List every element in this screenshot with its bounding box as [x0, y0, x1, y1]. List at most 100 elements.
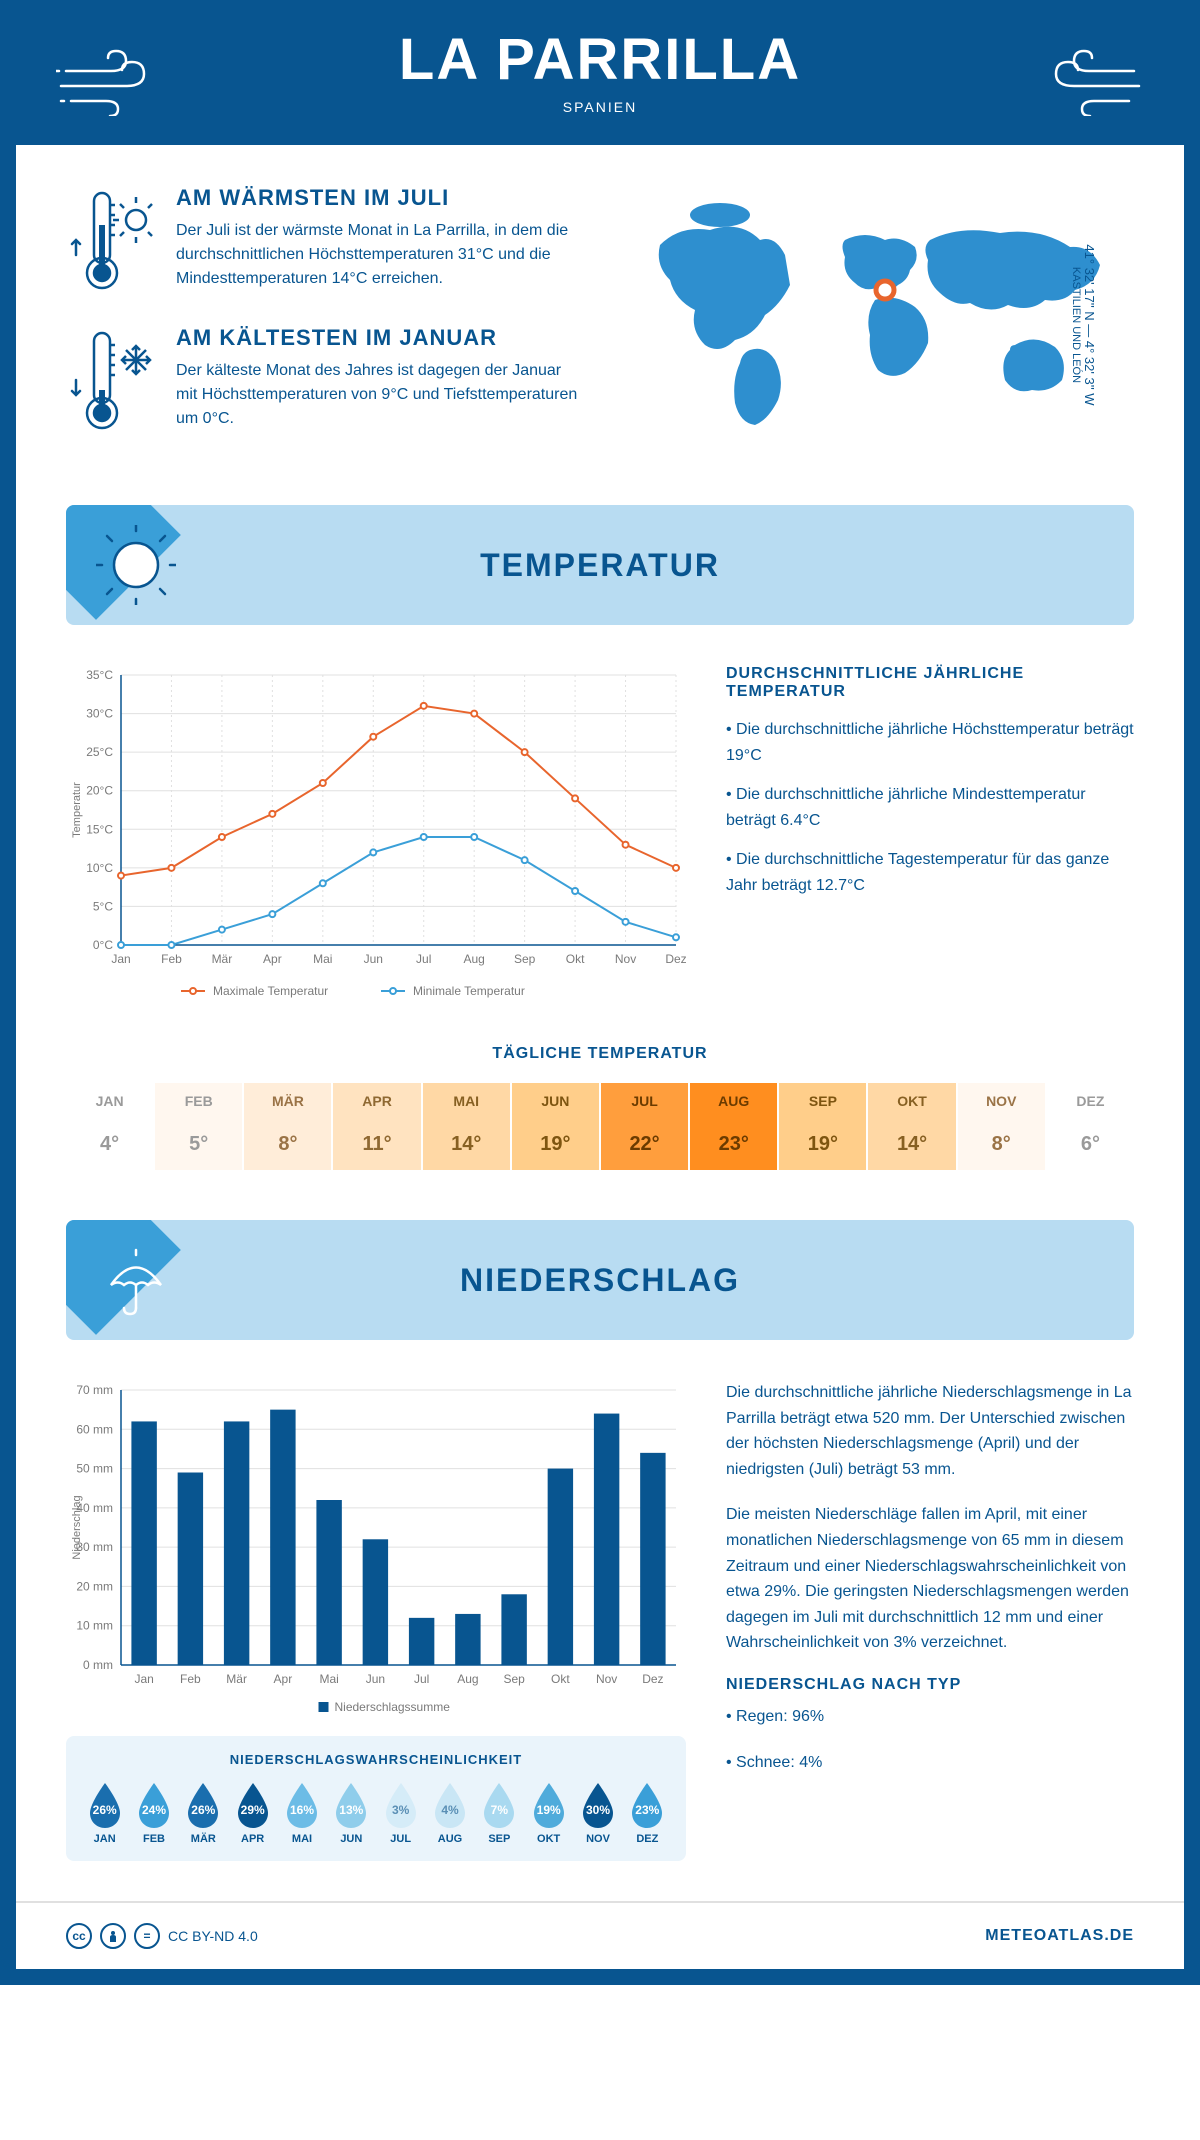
thermometer-hot-icon	[66, 185, 156, 295]
svg-text:Jul: Jul	[414, 1672, 429, 1686]
prob-drop: 13% JUN	[329, 1781, 374, 1845]
section-title: TEMPERATUR	[196, 547, 1004, 584]
fact-warm-title: AM WÄRMSTEN IM JULI	[176, 185, 580, 211]
section-title: NIEDERSCHLAG	[196, 1262, 1004, 1299]
svg-text:60 mm: 60 mm	[76, 1422, 113, 1436]
prob-drop: 29% APR	[230, 1781, 275, 1845]
svg-text:Niederschlag: Niederschlag	[71, 1495, 83, 1559]
precip-bytype-title: NIEDERSCHLAG NACH TYP	[726, 1676, 1134, 1694]
svg-text:10°C: 10°C	[86, 861, 113, 875]
coords-value: 41° 32' 17'' N — 4° 32' 3'' W	[1082, 244, 1097, 405]
svg-text:Okt: Okt	[566, 952, 585, 966]
svg-text:0°C: 0°C	[93, 938, 113, 952]
precip-probability-box: NIEDERSCHLAGSWAHRSCHEINLICHKEIT 26% JAN …	[66, 1736, 686, 1861]
temp-cell: FEB 5°	[155, 1083, 242, 1170]
map-marker-icon	[876, 281, 894, 299]
temp-cell: AUG 23°	[690, 1083, 777, 1170]
fact-cold-title: AM KÄLTESTEN IM JANUAR	[176, 325, 580, 351]
section-precip-header: NIEDERSCHLAG	[66, 1220, 1134, 1340]
temp-bullet: • Die durchschnittliche Tagestemperatur …	[726, 847, 1134, 898]
svg-text:Apr: Apr	[274, 1672, 293, 1686]
svg-text:Nov: Nov	[596, 1672, 617, 1686]
svg-text:70 mm: 70 mm	[76, 1383, 113, 1397]
svg-text:Jul: Jul	[416, 952, 431, 966]
svg-text:Jun: Jun	[364, 952, 383, 966]
precip-text: Die meisten Niederschläge fallen im Apri…	[726, 1502, 1134, 1656]
fact-warm-text: Der Juli ist der wärmste Monat in La Par…	[176, 219, 580, 291]
svg-text:Feb: Feb	[161, 952, 182, 966]
svg-text:35°C: 35°C	[86, 668, 113, 682]
svg-text:Mär: Mär	[212, 952, 233, 966]
svg-text:Mai: Mai	[313, 952, 332, 966]
svg-text:Jun: Jun	[366, 1672, 385, 1686]
nd-icon: =	[134, 1923, 160, 1949]
temp-cell: OKT 14°	[868, 1083, 955, 1170]
svg-text:Aug: Aug	[457, 1672, 478, 1686]
daily-temp-grid: JAN 4° FEB 5° MÄR 8° APR 11° MAI 14° JUN…	[66, 1083, 1134, 1170]
daily-temp-title: TÄGLICHE TEMPERATUR	[66, 1045, 1134, 1063]
svg-text:Aug: Aug	[464, 952, 485, 966]
svg-text:Mär: Mär	[226, 1672, 247, 1686]
fact-warmest: AM WÄRMSTEN IM JULI Der Juli ist der wär…	[66, 185, 580, 295]
section-temperature-header: TEMPERATUR	[66, 505, 1134, 625]
prob-drop: 26% MÄR	[181, 1781, 226, 1845]
temp-cell: MAI 14°	[423, 1083, 510, 1170]
world-map-icon	[620, 185, 1120, 445]
temp-bullet: • Die durchschnittliche jährliche Höchst…	[726, 717, 1134, 768]
wind-icon	[1044, 46, 1144, 116]
svg-text:Mai: Mai	[319, 1672, 338, 1686]
prob-drops-grid: 26% JAN 24% FEB 26% MÄR	[82, 1781, 670, 1845]
svg-text:25°C: 25°C	[86, 745, 113, 759]
fact-cold-text: Der kälteste Monat des Jahres ist dagege…	[176, 359, 580, 431]
precip-text: Die durchschnittliche jährliche Niedersc…	[726, 1380, 1134, 1482]
svg-text:10 mm: 10 mm	[76, 1619, 113, 1633]
wind-icon	[56, 46, 156, 116]
svg-text:Apr: Apr	[263, 952, 282, 966]
prob-drop: 3% JUL	[378, 1781, 423, 1845]
svg-text:Jan: Jan	[111, 952, 130, 966]
svg-text:Nov: Nov	[615, 952, 636, 966]
temp-cell: JUL 22°	[601, 1083, 688, 1170]
svg-text:Niederschlagssumme: Niederschlagssumme	[335, 1700, 451, 1714]
region-value: KASTILIEN UND LEÓN	[1070, 244, 1082, 405]
prob-drop: 7% SEP	[477, 1781, 522, 1845]
temp-cell: JAN 4°	[66, 1083, 153, 1170]
precip-bytype: • Schnee: 4%	[726, 1750, 1134, 1776]
svg-text:Sep: Sep	[514, 952, 536, 966]
prob-drop: 19% OKT	[526, 1781, 571, 1845]
page-subtitle: SPANIEN	[56, 99, 1144, 115]
temp-cell: APR 11°	[333, 1083, 420, 1170]
prob-drop: 30% NOV	[575, 1781, 620, 1845]
fact-coldest: AM KÄLTESTEN IM JANUAR Der kälteste Mona…	[66, 325, 580, 435]
svg-text:20°C: 20°C	[86, 784, 113, 798]
svg-text:Temperatur: Temperatur	[71, 782, 83, 838]
cc-icon: cc	[66, 1923, 92, 1949]
svg-text:Sep: Sep	[503, 1672, 525, 1686]
svg-text:20 mm: 20 mm	[76, 1579, 113, 1593]
umbrella-icon	[96, 1240, 176, 1320]
sun-icon	[96, 525, 176, 605]
page-title: LA PARRILLA	[56, 26, 1144, 93]
svg-text:Dez: Dez	[665, 952, 686, 966]
prob-drop: 24% FEB	[131, 1781, 176, 1845]
prob-drop: 16% MAI	[279, 1781, 324, 1845]
precip-bytype: • Regen: 96%	[726, 1704, 1134, 1730]
svg-text:5°C: 5°C	[93, 899, 113, 913]
svg-text:0 mm: 0 mm	[83, 1658, 113, 1672]
temp-info-title: DURCHSCHNITTLICHE JÄHRLICHE TEMPERATUR	[726, 665, 1134, 701]
svg-text:Jan: Jan	[134, 1672, 153, 1686]
svg-text:15°C: 15°C	[86, 822, 113, 836]
svg-text:Maximale Temperatur: Maximale Temperatur	[213, 984, 328, 998]
license: cc = CC BY-ND 4.0	[66, 1923, 258, 1949]
svg-text:Minimale Temperatur: Minimale Temperatur	[413, 984, 525, 998]
temp-cell: DEZ 6°	[1047, 1083, 1134, 1170]
prob-drop: 4% AUG	[427, 1781, 472, 1845]
precipitation-bar-chart: 0 mm10 mm20 mm30 mm40 mm50 mm60 mm70 mmJ…	[66, 1380, 686, 1720]
page-header: LA PARRILLA SPANIEN	[16, 16, 1184, 145]
temp-bullet: • Die durchschnittliche jährliche Mindes…	[726, 782, 1134, 833]
svg-text:Feb: Feb	[180, 1672, 201, 1686]
prob-drop: 26% JAN	[82, 1781, 127, 1845]
page-footer: cc = CC BY-ND 4.0 METEOATLAS.DE	[16, 1901, 1184, 1969]
temp-cell: SEP 19°	[779, 1083, 866, 1170]
temperature-line-chart: 0°C5°C10°C15°C20°C25°C30°C35°CJanFebMärA…	[66, 665, 686, 1005]
